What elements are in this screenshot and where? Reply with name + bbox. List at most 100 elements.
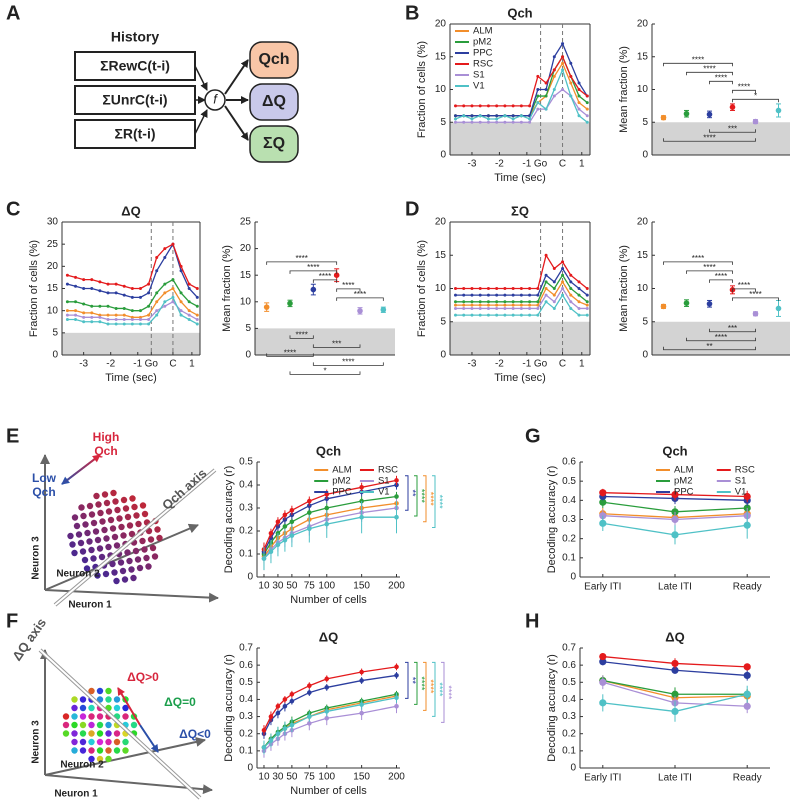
- significance-bracket: [266, 353, 314, 357]
- output-label: ΣQ: [263, 135, 285, 152]
- y-tick-label: 10: [240, 296, 252, 307]
- legend-label: RSC: [473, 59, 493, 70]
- data-point: [453, 104, 457, 108]
- data-point: [163, 282, 167, 286]
- data-point: [528, 104, 532, 108]
- data-point: [261, 745, 267, 750]
- mean-point: [706, 111, 713, 118]
- data-point: [147, 291, 151, 295]
- data-point: [275, 519, 281, 525]
- data-point: [569, 306, 573, 310]
- data-point: [106, 304, 110, 308]
- data-point: [486, 293, 490, 297]
- arrow: [224, 105, 249, 141]
- significance-label: ****: [703, 64, 715, 73]
- neuron-dot: [79, 696, 87, 703]
- neuron-label: Neuron 3: [31, 536, 42, 580]
- data-point: [519, 104, 523, 108]
- neuron-dot: [88, 721, 95, 729]
- data-point: [163, 291, 167, 295]
- x-tick-label: -3: [79, 359, 88, 370]
- y-tick-label: 0: [642, 150, 648, 161]
- neuron-dot: [79, 548, 87, 555]
- neuron-dot: [95, 501, 102, 508]
- chart-title: ΣQ: [511, 203, 529, 218]
- data-point: [671, 707, 679, 716]
- neuron-dot: [135, 520, 142, 528]
- data-point: [503, 313, 507, 317]
- data-point: [275, 542, 281, 548]
- data-point: [74, 275, 78, 279]
- neuron-dot: [147, 536, 155, 543]
- data-point: [359, 485, 364, 490]
- data-point: [187, 282, 191, 286]
- significance-bracket: [441, 661, 445, 723]
- data-point: [671, 531, 679, 539]
- data-point: [324, 676, 330, 682]
- neuron-dot: [96, 747, 104, 754]
- data-point: [462, 303, 466, 307]
- data-point: [544, 88, 548, 91]
- neuron-dot: [99, 518, 106, 525]
- data-point: [114, 282, 118, 286]
- data-point: [275, 731, 281, 737]
- data-point: [519, 287, 523, 290]
- data-point: [268, 738, 274, 743]
- data-point: [671, 690, 679, 698]
- neuron-dot: [128, 566, 135, 573]
- significance-label: **: [706, 342, 712, 351]
- x-tick-label: 30: [272, 581, 284, 592]
- neuron-dot: [86, 538, 93, 545]
- y-tick-label: 0.4: [239, 480, 253, 491]
- data-point: [561, 267, 565, 271]
- x-tick-label: 100: [318, 581, 335, 592]
- y-tick-label: 10: [637, 283, 649, 294]
- significance-bracket: [336, 297, 384, 301]
- data-point: [195, 318, 199, 322]
- data-point: [536, 313, 540, 317]
- shaded-region: [652, 122, 790, 155]
- data-point: [155, 300, 159, 304]
- neuron-dot: [96, 721, 104, 729]
- data-point: [552, 280, 556, 284]
- x-axis-label: Time (sec): [494, 372, 546, 384]
- data-point: [599, 498, 607, 506]
- data-point: [552, 287, 556, 290]
- data-point: [511, 303, 515, 307]
- data-point: [495, 300, 499, 304]
- neuron-dot: [111, 569, 118, 576]
- data-point: [289, 533, 295, 538]
- neuron-dot: [103, 499, 111, 507]
- significance-bracket: [732, 288, 756, 292]
- x-tick-label: -3: [468, 159, 477, 170]
- significance-label: ****: [738, 82, 750, 91]
- x-tick-label: Ready: [733, 582, 762, 593]
- data-point: [478, 293, 482, 297]
- series-line: [67, 287, 198, 318]
- data-point: [171, 287, 175, 290]
- neuron-dot: [129, 495, 136, 502]
- qch-schematic: High Qch Low Qch Qch axis Neuron 1 Neuro…: [31, 430, 219, 611]
- neuron-label: Neuron 1: [68, 600, 112, 611]
- data-point: [528, 303, 532, 307]
- data-point: [528, 117, 532, 121]
- data-point: [585, 107, 589, 111]
- neuron-dot: [79, 704, 87, 712]
- neuron-dot: [102, 570, 110, 578]
- low-label: Qch: [32, 485, 55, 499]
- data-point: [74, 284, 78, 288]
- x-axis-label: Number of cells: [290, 785, 367, 797]
- data-point: [65, 309, 69, 313]
- neuron-dot: [71, 696, 78, 703]
- neuron-dot: [109, 560, 116, 568]
- data-point: [577, 287, 581, 290]
- y-axis-label: Mean fraction (%): [618, 46, 630, 133]
- y-tick-label: 0.1: [562, 745, 576, 756]
- neuron-dot: [77, 539, 85, 547]
- legend-label: PPC: [332, 487, 352, 498]
- data-point: [511, 117, 515, 121]
- data-point: [561, 260, 565, 264]
- data-point: [552, 293, 556, 297]
- series-line: [263, 695, 397, 748]
- data-point: [163, 300, 167, 304]
